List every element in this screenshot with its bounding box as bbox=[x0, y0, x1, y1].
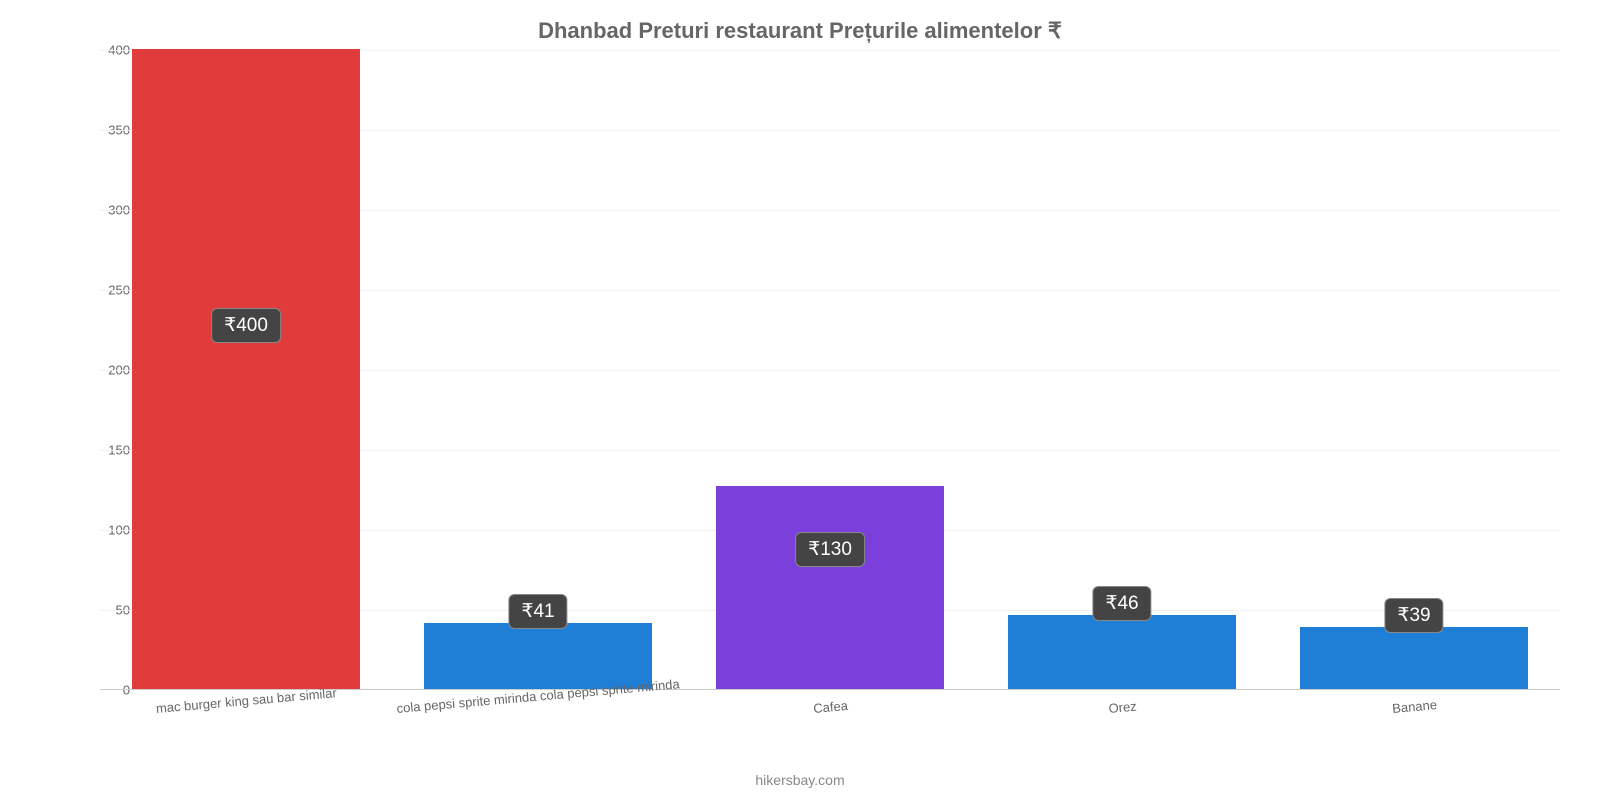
xlabel-text: Cafea bbox=[813, 698, 849, 716]
bar-slot: ₹400 bbox=[100, 50, 392, 689]
bar-slot: ₹39 bbox=[1268, 50, 1560, 689]
bar: ₹130 bbox=[716, 486, 944, 689]
bar: ₹400 bbox=[132, 49, 360, 689]
bar-slot: ₹130 bbox=[684, 50, 976, 689]
xlabel-slot: Banane bbox=[1268, 693, 1560, 753]
xlabel-slot: Cafea bbox=[684, 693, 976, 753]
bar-slot: ₹41 bbox=[392, 50, 684, 689]
xlabel-text: Banane bbox=[1392, 697, 1438, 716]
chart-attribution: hikersbay.com bbox=[0, 772, 1600, 788]
bar: ₹46 bbox=[1008, 615, 1236, 689]
plot-area: ₹400 ₹41 ₹130 ₹46 ₹39 bbox=[100, 50, 1560, 690]
xlabel-slot: Orez bbox=[976, 693, 1268, 753]
chart-title: Dhanbad Preturi restaurant Prețurile ali… bbox=[0, 18, 1600, 44]
bar-slot: ₹46 bbox=[976, 50, 1268, 689]
bar-value-label: ₹41 bbox=[508, 594, 567, 629]
xlabel-slot: mac burger king sau bar similar bbox=[100, 693, 392, 753]
bars-group: ₹400 ₹41 ₹130 ₹46 ₹39 bbox=[100, 50, 1560, 689]
chart-container: Dhanbad Preturi restaurant Prețurile ali… bbox=[0, 0, 1600, 800]
xlabel-slot: cola pepsi sprite mirinda cola pepsi spr… bbox=[392, 693, 684, 753]
bar-value-label: ₹130 bbox=[795, 532, 865, 567]
bar: ₹41 bbox=[424, 623, 652, 689]
bar-value-label: ₹46 bbox=[1092, 586, 1151, 621]
bar-value-label: ₹400 bbox=[211, 308, 281, 343]
x-axis-labels: mac burger king sau bar similarcola peps… bbox=[100, 693, 1560, 753]
bar-value-label: ₹39 bbox=[1384, 598, 1443, 633]
bar: ₹39 bbox=[1300, 627, 1528, 689]
xlabel-text: Orez bbox=[1108, 699, 1137, 716]
